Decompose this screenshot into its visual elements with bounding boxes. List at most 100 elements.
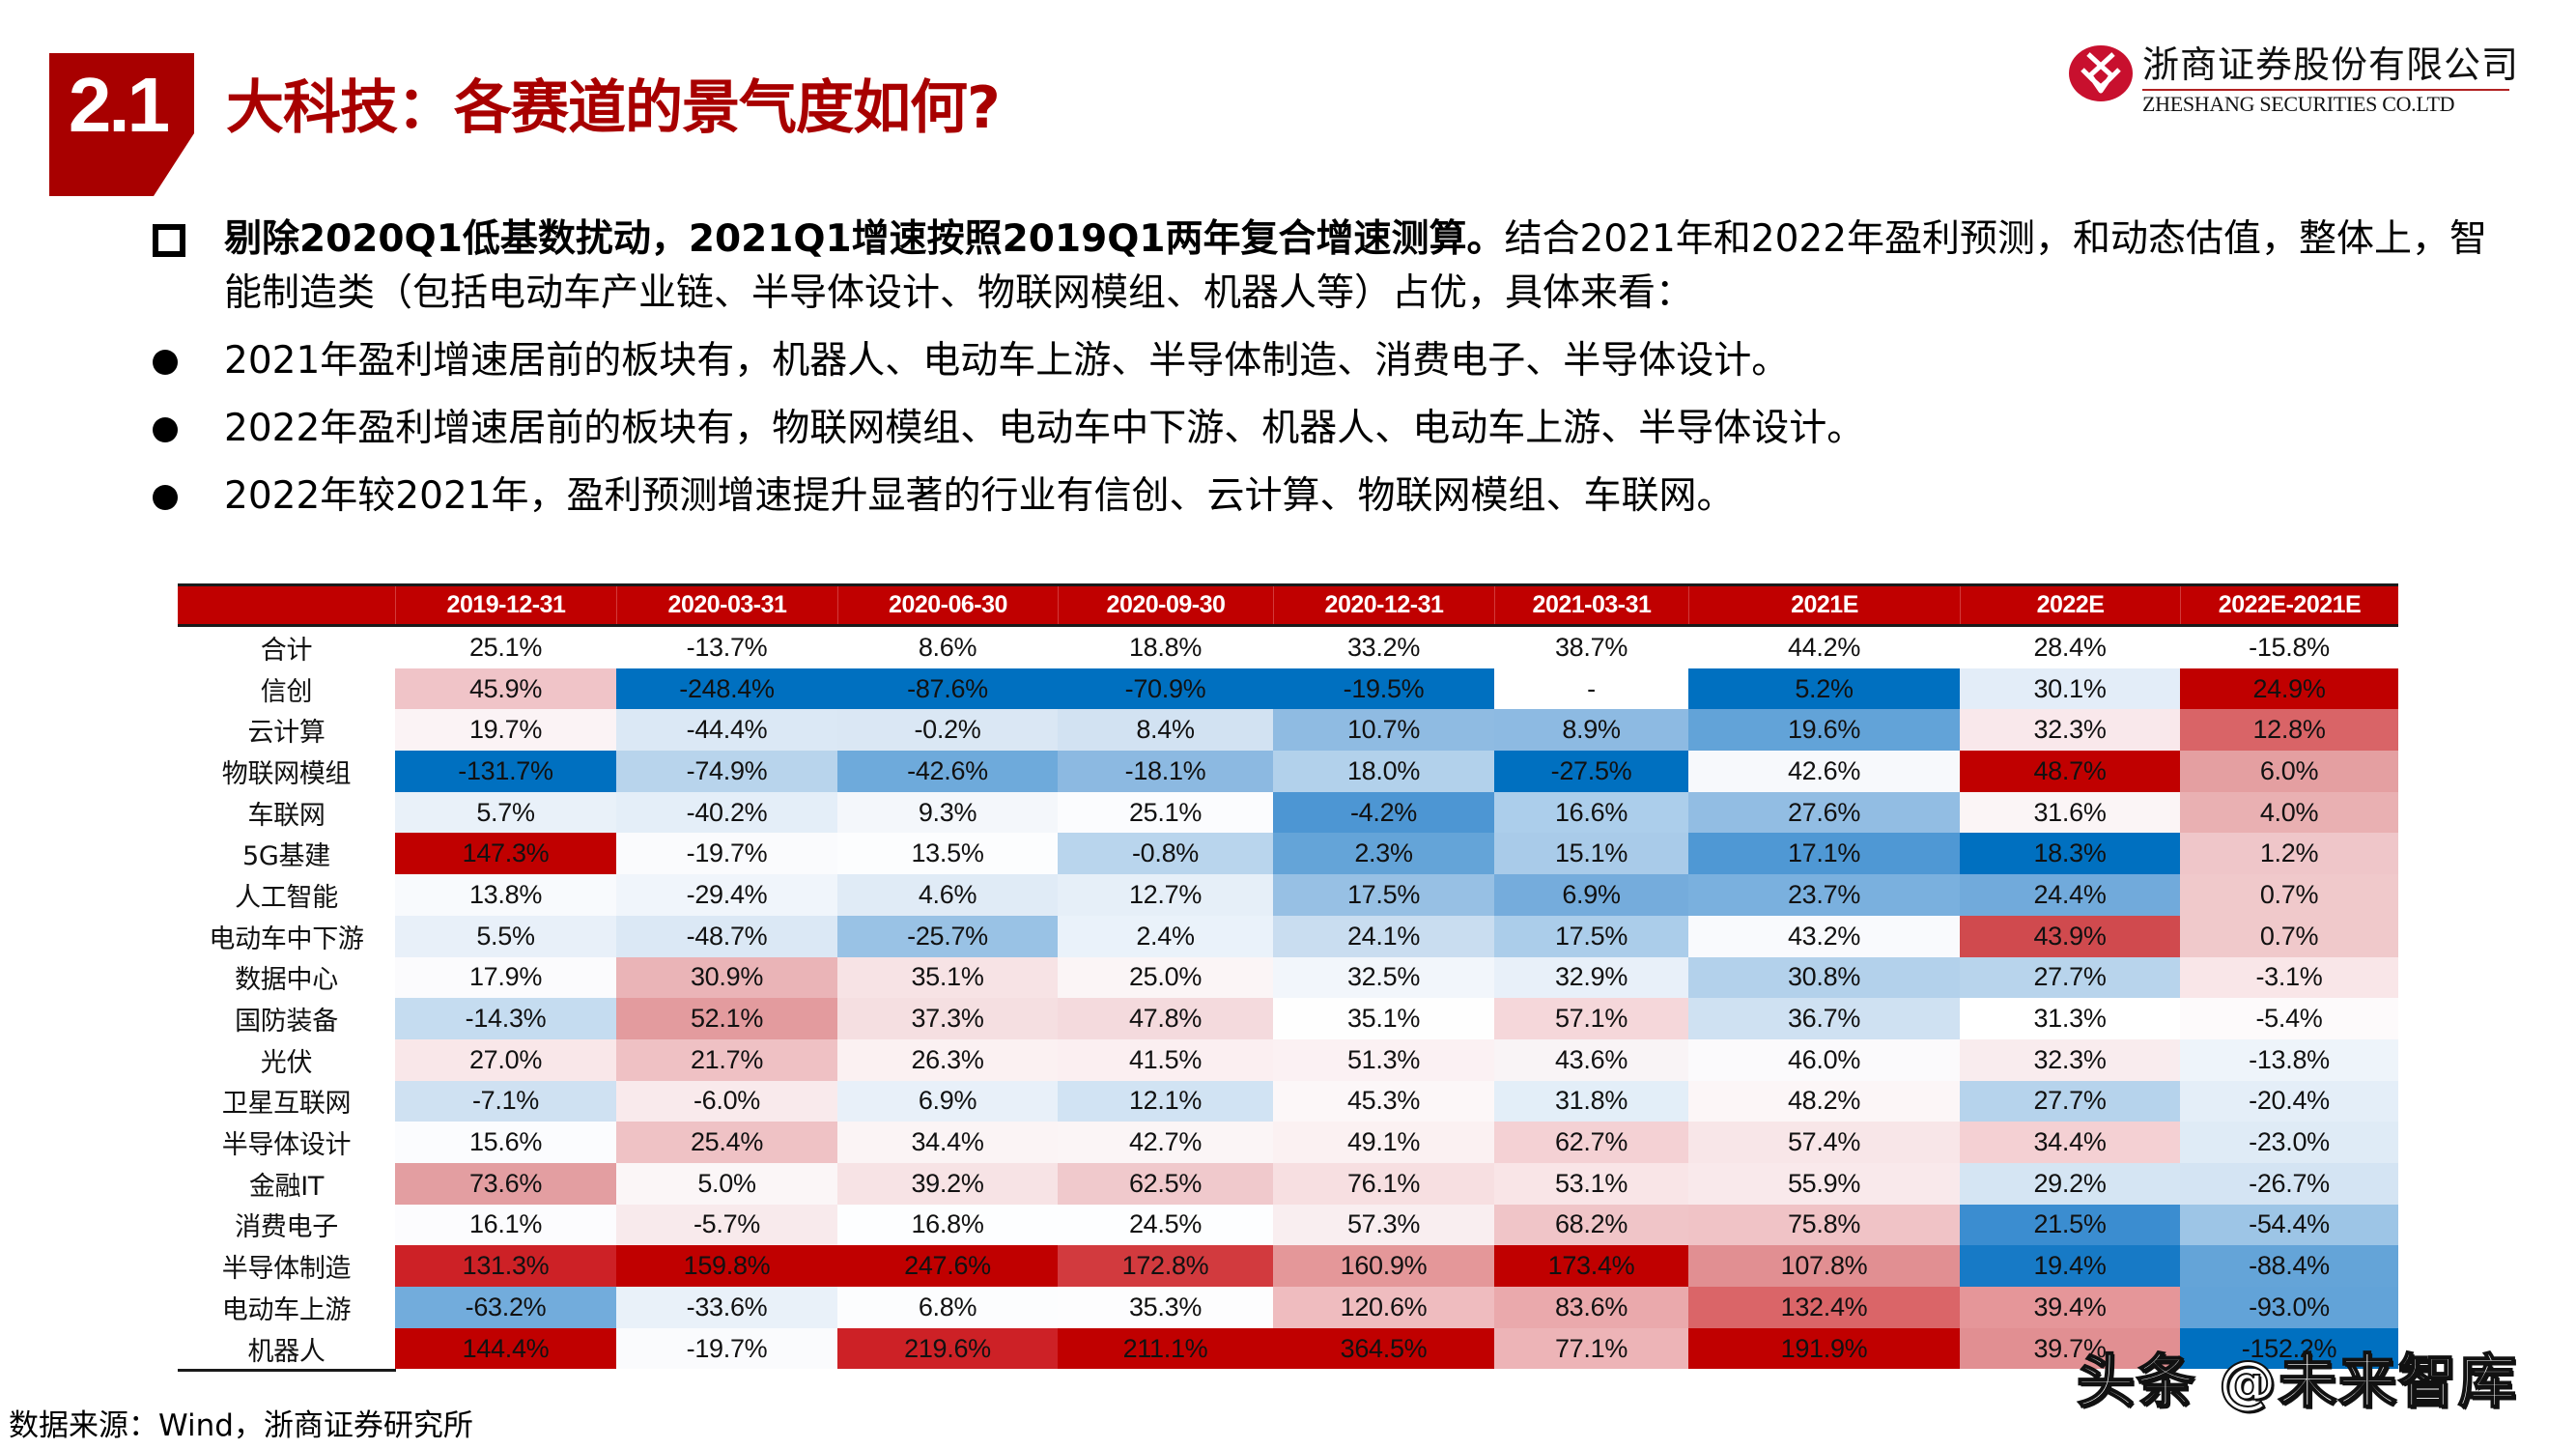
row-label: 机器人: [247, 1336, 326, 1367]
table-cell: 25.0%: [1058, 956, 1273, 999]
table-cell: -26.7%: [2180, 1162, 2398, 1205]
table-cell: 9.3%: [837, 791, 1058, 834]
row-label: 数据中心: [235, 965, 338, 996]
table-cell: 25.1%: [1058, 791, 1273, 834]
table-cell: -19.5%: [1273, 668, 1494, 710]
table-cell: 57.4%: [1688, 1122, 1960, 1163]
zheshang-logo-icon: [2069, 45, 2133, 101]
table-cell: 24.9%: [2180, 668, 2398, 710]
table-cell: 17.9%: [395, 956, 616, 999]
table-cell: 26.3%: [837, 1038, 1058, 1081]
row-label: 5G基建: [242, 841, 330, 872]
table-cell: 62.5%: [1058, 1162, 1273, 1205]
summary-bullets: 剔除2020Q1低基数扰动，2021Q1增速按照2019Q1两年复合增速测算。结…: [145, 213, 2502, 524]
page-title: 大科技：各赛道的景气度如何?: [226, 74, 1001, 142]
bullet-text: 2022年盈利增速居前的板块有，物联网模组、电动车中下游、机器人、电动车上游、半…: [224, 407, 1865, 450]
header-cell-blank: [178, 586, 395, 624]
table-cell: 17.5%: [1494, 915, 1688, 957]
row-label: 车联网: [247, 800, 326, 831]
dot-bullet-icon: [153, 485, 178, 510]
table-cell: 211.1%: [1058, 1327, 1273, 1370]
table-cell: 44.2%: [1688, 627, 1960, 668]
table-cell: 2.3%: [1273, 833, 1494, 875]
row-label: 云计算: [247, 718, 326, 749]
table-row: 半导体制造 131.3% 159.8% 247.6% 172.8% 160.9% 173.4…: [178, 1245, 2398, 1287]
table-row: 消费电子 16.1% -5.7% 16.8% 24.5% 57.3% 68.2% 75.8% 2…: [178, 1204, 2398, 1246]
table-cell: -14.3%: [395, 998, 616, 1039]
table-cell: 27.0%: [395, 1038, 616, 1081]
table-cell: 12.7%: [1058, 874, 1273, 916]
row-label: 信创: [260, 676, 313, 707]
column-header: 2019-12-31: [395, 586, 616, 624]
table-cell: -87.6%: [837, 668, 1058, 710]
row-label: 光伏: [260, 1047, 313, 1078]
table-cell: -: [1494, 668, 1688, 710]
table-cell: 5.7%: [395, 791, 616, 834]
table-cell: 247.6%: [837, 1245, 1058, 1287]
table-cell: 35.3%: [1058, 1287, 1273, 1328]
table-cell: 30.8%: [1688, 956, 1960, 999]
lead-bold-text: 剔除2020Q1低基数扰动，2021Q1增速按照2019Q1两年复合增速测算。: [224, 217, 1505, 261]
table-cell: 51.3%: [1273, 1038, 1494, 1081]
table-cell: 49.1%: [1273, 1122, 1494, 1163]
table-cell: 34.4%: [837, 1122, 1058, 1163]
table-cell: 31.3%: [1960, 998, 2180, 1039]
table-cell: -33.6%: [616, 1287, 837, 1328]
table-cell: 45.3%: [1273, 1080, 1494, 1122]
table-cell: -19.7%: [616, 1327, 837, 1370]
table-cell: 107.8%: [1688, 1245, 1960, 1287]
table-cell: 160.9%: [1273, 1245, 1494, 1287]
bullet-item: 2021年盈利增速居前的板块有，机器人、电动车上游、半导体制造、消费电子、半导体…: [145, 334, 2502, 388]
label-column-bottom-rule: [178, 1368, 396, 1372]
column-header: 2021-03-31: [1494, 586, 1688, 624]
table-row: 数据中心 17.9% 30.9% 35.1% 25.0% 32.5% 32.9% 30.8% 2…: [178, 956, 2398, 999]
table-cell: 21.7%: [616, 1038, 837, 1081]
table-cell: 46.0%: [1688, 1038, 1960, 1081]
table-cell: 5.5%: [395, 915, 616, 957]
company-logo: 浙商证券股份有限公司 ZHESHANG SECURITIES CO.LTD: [2069, 44, 2518, 117]
table-cell: -15.8%: [2180, 627, 2398, 668]
table-cell: 77.1%: [1494, 1327, 1688, 1370]
row-label: 合计: [260, 635, 313, 666]
table-cell: 13.5%: [837, 833, 1058, 875]
table-cell: 16.6%: [1494, 791, 1688, 834]
table-cell: 35.1%: [1273, 998, 1494, 1039]
table-row: 半导体设计 15.6% 25.4% 34.4% 42.7% 49.1% 62.7% 57.4%…: [178, 1122, 2398, 1163]
table-cell: -29.4%: [616, 874, 837, 916]
column-header: 2020-09-30: [1058, 586, 1273, 624]
table-cell: 19.7%: [395, 709, 616, 752]
company-name-en: ZHESHANG SECURITIES CO.LTD: [2142, 92, 2455, 116]
table-cell: -7.1%: [395, 1080, 616, 1122]
column-header: 2020-06-30: [837, 586, 1058, 624]
table-cell: 31.6%: [1960, 791, 2180, 834]
lead-text: 结合2021年和2022年盈利预测，和动态估值，整体上，智能制造类（包括电动车产…: [224, 217, 2488, 315]
row-label: 消费电子: [235, 1212, 338, 1243]
table-cell: 28.4%: [1960, 627, 2180, 668]
table-cell: 57.3%: [1273, 1204, 1494, 1246]
table-cell: -20.4%: [2180, 1080, 2398, 1122]
table-cell: 73.6%: [395, 1162, 616, 1205]
bullet-text: 2022年较2021年，盈利预测增速提升显著的行业有信创、云计算、物联网模组、车…: [224, 474, 1735, 518]
table-cell: 37.3%: [837, 998, 1058, 1039]
table-cell: 39.2%: [837, 1162, 1058, 1205]
table-cell: -63.2%: [395, 1287, 616, 1328]
table-cell: 68.2%: [1494, 1204, 1688, 1246]
table-cell: -5.7%: [616, 1204, 837, 1246]
table-cell: -70.9%: [1058, 668, 1273, 710]
row-label: 半导体制造: [221, 1254, 352, 1285]
bullet-item: 2022年盈利增速居前的板块有，物联网模组、电动车中下游、机器人、电动车上游、半…: [145, 402, 2502, 456]
table-cell: 30.9%: [616, 956, 837, 999]
table-row: 人工智能 13.8% -29.4% 4.6% 12.7% 17.5% 6.9% 23.7% 24…: [178, 874, 2398, 916]
table-cell: 48.2%: [1688, 1080, 1960, 1122]
row-label: 物联网模组: [221, 758, 352, 789]
row-label: 人工智能: [235, 882, 338, 913]
table-cell: 43.9%: [1960, 915, 2180, 957]
table-cell: -152.2%: [2180, 1327, 2398, 1370]
table-row: 云计算 19.7% -44.4% -0.2% 8.4% 10.7% 8.9% 19.6% 32.…: [178, 709, 2398, 752]
table-row: 电动车中下游 5.5% -48.7% -25.7% 2.4% 24.1% 17.5% 43.2…: [178, 915, 2398, 957]
table-cell: 6.0%: [2180, 751, 2398, 792]
table-cell: 32.5%: [1273, 956, 1494, 999]
table-cell: 12.8%: [2180, 709, 2398, 752]
table-row: 信创 45.9% -248.4% -87.6% -70.9% -19.5% -5.2% 30.…: [178, 668, 2398, 710]
table-cell: -131.7%: [395, 751, 616, 792]
